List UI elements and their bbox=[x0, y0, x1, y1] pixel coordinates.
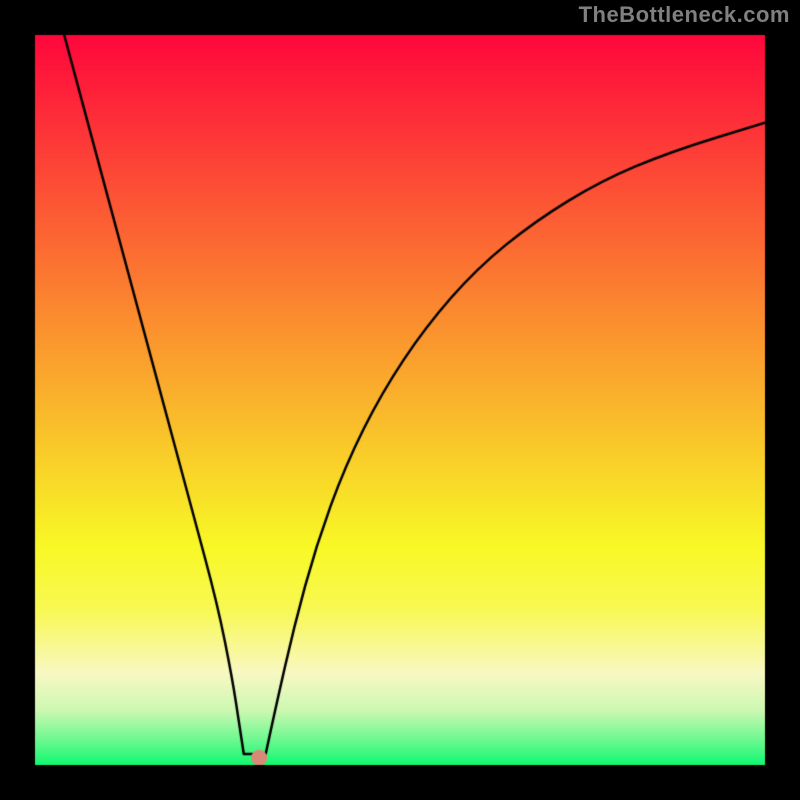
chart-container: TheBottleneck.com bbox=[0, 0, 800, 800]
bottleneck-chart-canvas bbox=[0, 0, 800, 800]
watermark-label: TheBottleneck.com bbox=[579, 2, 790, 28]
